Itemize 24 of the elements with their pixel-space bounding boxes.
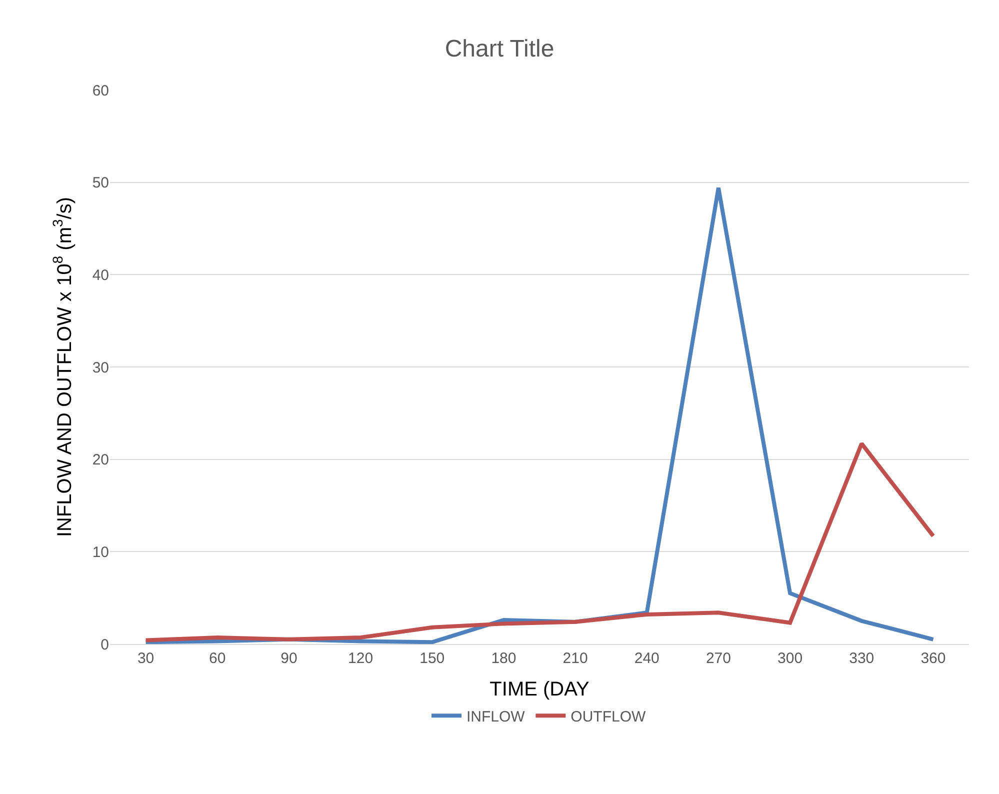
legend-label: INFLOW	[466, 708, 526, 726]
x-tick-label: 300	[778, 650, 803, 667]
y-tick-label: 40	[92, 266, 109, 284]
y-tick-label: 20	[92, 452, 109, 469]
chart-title: Chart Title	[444, 36, 554, 62]
y-tick-label: 0	[100, 636, 109, 654]
y-tick-label: 30	[92, 359, 109, 376]
x-tick-label: 120	[348, 650, 374, 667]
x-tick-label: 150	[420, 650, 445, 667]
y-tick-label: 50	[92, 174, 109, 192]
y-tick-label: 10	[92, 544, 109, 561]
x-tick-label: 30	[137, 650, 154, 667]
x-tick-label: 90	[280, 650, 298, 667]
y-tick-label: 60	[92, 82, 109, 100]
x-tick-label: 270	[706, 650, 731, 667]
line-series	[144, 442, 936, 642]
x-tick-label: 180	[491, 650, 516, 667]
x-tick-label: 240	[634, 650, 660, 667]
x-axis-title: TIME (DAY	[490, 678, 590, 700]
x-tick-label: 360	[920, 650, 946, 667]
x-tick-label: 60	[209, 650, 226, 667]
x-tick-label: 330	[849, 650, 874, 667]
x-tick-label: 210	[562, 650, 588, 667]
legend-label: OUTFLOW	[570, 708, 647, 726]
